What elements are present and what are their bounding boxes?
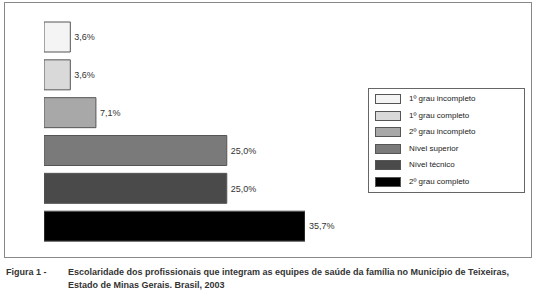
html-text:2º grau completo: 2º grau completo	[409, 177, 470, 186]
svg-text:3,6%: 3,6%	[74, 32, 95, 42]
svg-text:25,0%: 25,0%	[231, 146, 257, 156]
html-text:1º grau incompleto: 1º grau incompleto	[409, 94, 476, 103]
svg-text:7,1%: 7,1%	[100, 108, 121, 118]
html-text:Escolaridade dos profissionais: Escolaridade dos profissionais que integ…	[68, 267, 509, 290]
html-text:Nível superior: Nível superior	[409, 143, 459, 153]
html-text:2º grau incompleto: 2º grau incompleto	[409, 127, 476, 137]
svg-text:35,7%: 35,7%	[309, 221, 335, 231]
html-text:1º grau completo: 1º grau completo	[409, 110, 470, 120]
svg-text:25,0%: 25,0%	[231, 184, 257, 194]
html-text:Nível técnico: Nível técnico	[409, 160, 455, 170]
svg-text:3,6%: 3,6%	[74, 70, 95, 80]
html-text:Figura 1 -: Figura 1 -	[6, 267, 47, 277]
